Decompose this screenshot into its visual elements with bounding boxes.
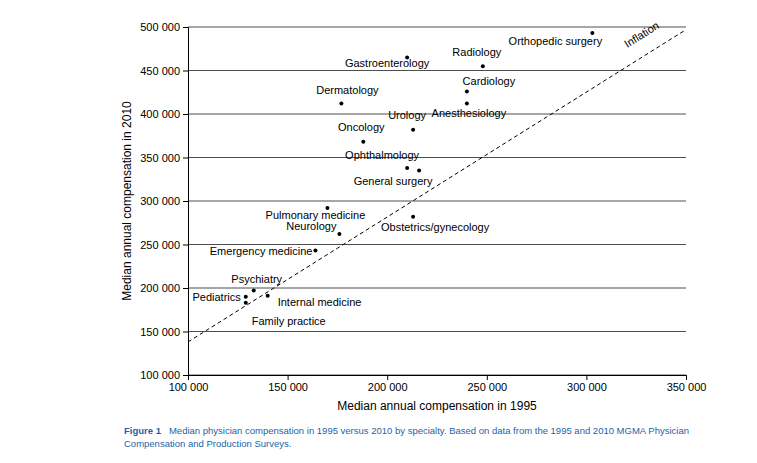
figure-label: Figure 1 [124,425,162,436]
point-label: Obstetrics/gynecology [381,221,490,233]
tick-mark [183,71,188,72]
line-label: Inflation [622,19,661,50]
y-axis-title: Median annual compensation in 2010 [120,101,134,301]
chart: 100 000 150 000 200 000 250 000 300 000 350 0… [0,0,757,463]
grid-line [188,201,686,202]
tick-mark [183,114,188,115]
tick-label: 200 000 [368,381,408,393]
annotations: Orthopedic surgery Gastroenterology Radiol… [192,19,661,327]
axis-line [189,376,687,381]
tick-mark [183,288,188,289]
tick-mark [288,375,289,380]
point [337,232,341,236]
point-label: Cardiology [463,75,516,87]
tick-label: 350 000 [667,381,707,393]
grid-line [188,70,686,71]
grid-line [188,27,686,28]
tick-label: 250 000 [467,381,507,393]
tick-label: 100 000 [140,369,180,381]
point-label: Radiology [452,46,501,58]
point-label: Neurology [286,220,337,232]
point [411,215,415,219]
tick-mark [487,375,488,380]
tick-label: 400 000 [140,108,180,120]
point-label: Urology [388,109,426,121]
axis-line [183,28,189,376]
grid-line [188,157,686,158]
point [411,128,415,132]
grid-line [188,331,686,332]
tick-label: 450 000 [140,65,180,77]
point [244,301,248,305]
point-label: Pediatrics [192,291,241,303]
grid-line [188,288,686,289]
point [481,64,485,68]
tick-mark [183,375,188,376]
point-label: General surgery [354,175,433,187]
line [188,30,686,342]
point-label: Dermatology [316,84,379,96]
marks [188,30,686,342]
point [313,249,317,253]
tick-label: 350 000 [140,152,180,164]
point [417,169,421,173]
point [252,289,256,293]
caption-text: Median physician compensation in 1995 ve… [169,425,689,436]
tick-mark [183,27,188,28]
tick: 350 000 [140,152,188,164]
point-label: Internal medicine [278,296,362,308]
point [361,140,365,144]
tick: 200 000 [140,282,188,294]
point [266,294,270,298]
tick-label: 250 000 [140,239,180,251]
tick: 250 000 [140,239,188,251]
tick-mark [183,245,188,246]
point [465,89,469,93]
tick: 150 000 [268,375,308,393]
caption-line: Figure 1 Median physician compensation in… [124,425,689,436]
tick-label: 300 000 [567,381,607,393]
grid [188,27,686,375]
tick: 200 000 [368,375,408,393]
caption-line: Compensation and Production Surveys. [124,438,291,449]
tick-mark [387,375,388,380]
x-axis-title: Median annual compensation in 1995 [337,399,537,413]
tick: 100 000 [140,369,188,381]
tick: 150 000 [140,326,188,338]
tick: 450 000 [140,65,188,77]
caption: Figure 1 Median physician compensation in… [124,425,689,449]
tick-label: 200 000 [140,282,180,294]
point-label: Family practice [252,315,326,327]
point [339,102,343,106]
point-label: Oncology [338,121,385,133]
point-label: Anesthesiology [432,107,507,119]
x-axis: 100 000 150 000 200 000 250 000 300 000 350 0… [169,375,707,393]
point [465,102,469,106]
tick: 350 000 [667,375,707,393]
tick-label: 150 000 [140,326,180,338]
point-label: Orthopedic surgery [509,35,603,47]
tick-mark [586,375,587,380]
tick-label: 150 000 [268,381,308,393]
point-label: Psychiatry [231,273,282,285]
tick-label: 500 000 [140,21,180,33]
point [405,166,409,170]
tick: 500 000 [140,21,188,33]
point-label: Gastroenterology [345,57,430,69]
tick: 300 000 [567,375,607,393]
tick-label: 100 000 [169,381,209,393]
tick-mark [183,201,188,202]
tick: 300 000 [140,195,188,207]
tick-mark [686,375,687,380]
tick: 400 000 [140,108,188,120]
tick-mark [183,158,188,159]
y-axis: 100 000 150 000 200 000 250 000 300 000 350 0… [140,21,188,381]
tick-mark [183,332,188,333]
point [244,295,248,299]
point-label: Ophthalmology [345,149,419,161]
tick: 250 000 [467,375,507,393]
point-label: Emergency medicine [210,245,313,257]
tick-label: 300 000 [140,195,180,207]
